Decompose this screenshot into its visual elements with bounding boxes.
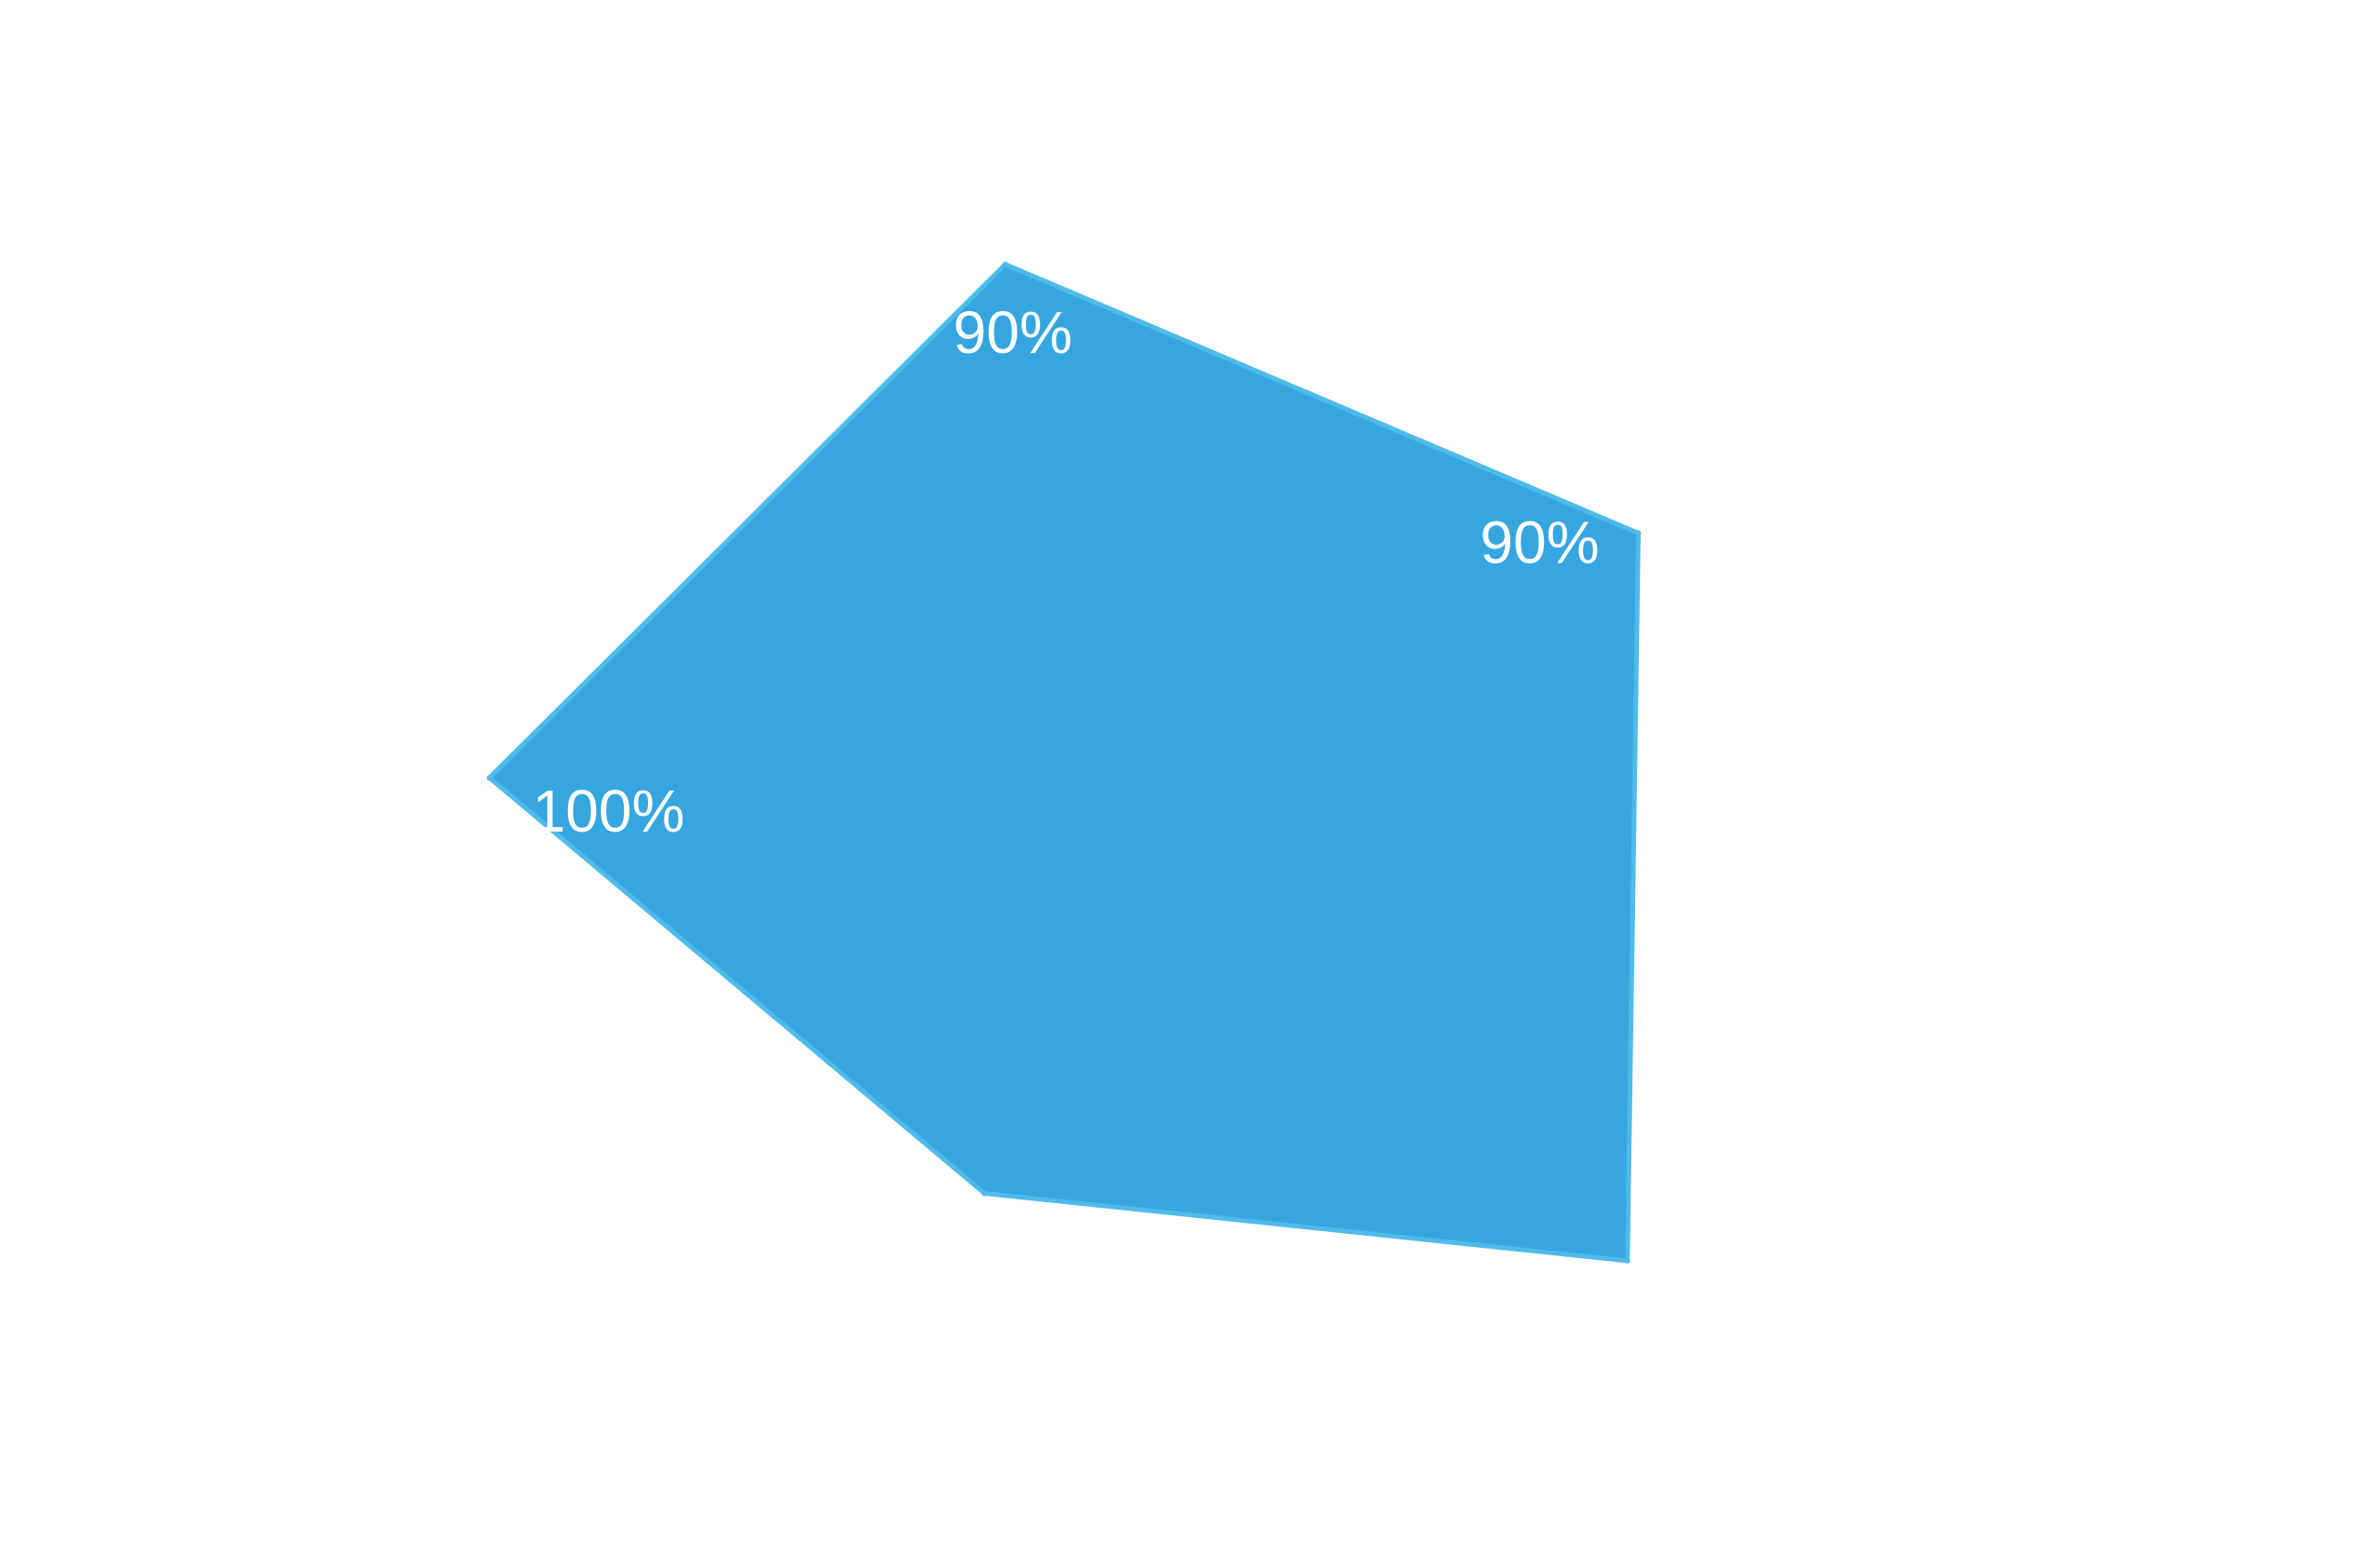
data-label-0: 90% [1481,509,1600,576]
data-label-3: 100% [533,778,685,845]
radar-series-area [487,262,1641,1264]
series-layer [486,261,1642,1264]
radar-point-0 [1635,530,1642,536]
radar-point-4 [1002,261,1008,267]
data-label-4: 90% [953,299,1073,366]
data-label-1: 100% [1624,1305,1777,1372]
radar-point-2 [981,1190,988,1197]
radar-point-3 [486,775,493,781]
data-label-layer: 90% 100% 100% 90% [533,299,1777,1372]
radar-point-1 [1624,1257,1630,1264]
